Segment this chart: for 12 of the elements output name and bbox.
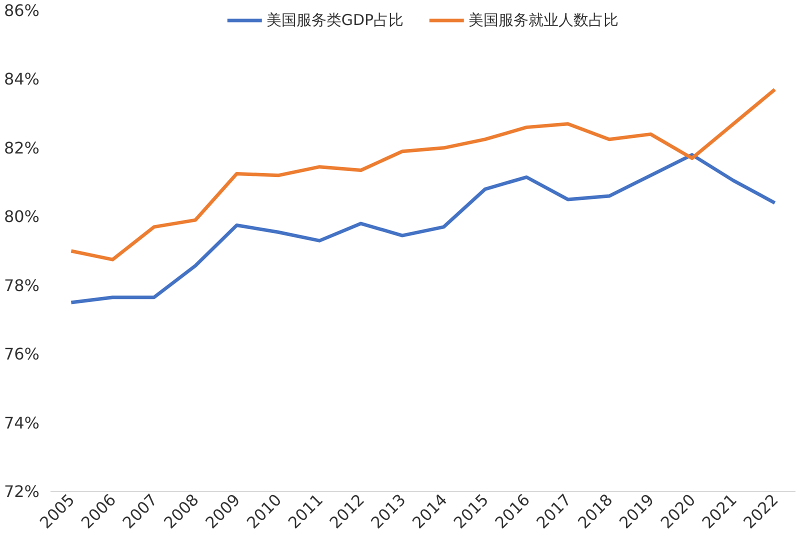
y-tick-label: 72% xyxy=(4,482,40,501)
line-series xyxy=(69,153,777,304)
legend-label: 美国服务就业人数占比 xyxy=(468,10,619,30)
legend-label: 美国服务类GDP占比 xyxy=(266,10,404,30)
y-tick-label: 80% xyxy=(4,207,40,226)
y-tick-label: 82% xyxy=(4,138,40,158)
y-tick-label: 74% xyxy=(4,413,40,432)
y-tick-label: 86% xyxy=(4,1,40,20)
y-tick-label: 76% xyxy=(4,344,40,364)
line-series xyxy=(69,88,777,262)
y-tick-label: 84% xyxy=(4,70,40,89)
y-tick-label: 78% xyxy=(4,276,40,295)
